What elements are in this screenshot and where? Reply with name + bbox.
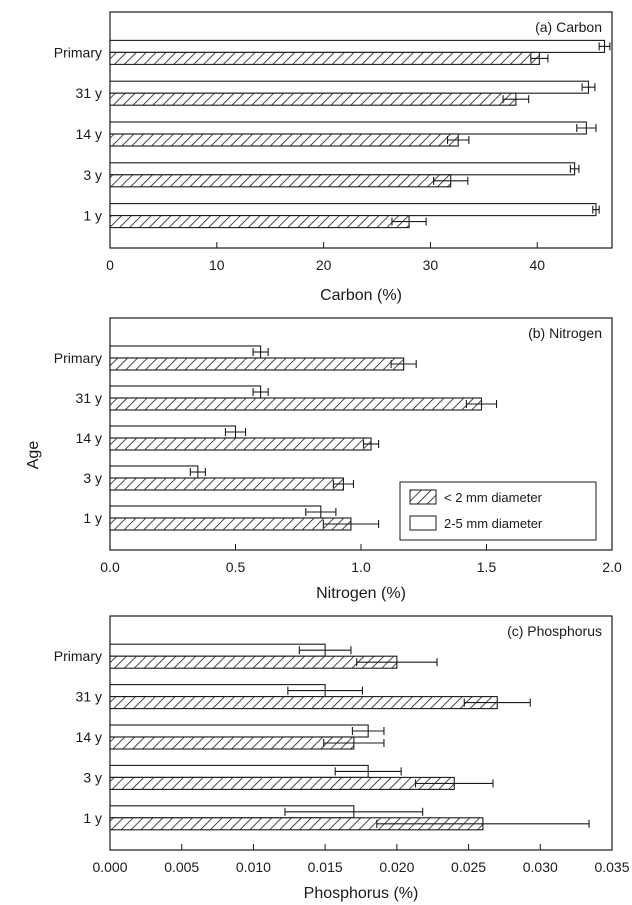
legend-swatch-open xyxy=(409,515,437,531)
bar-fine xyxy=(109,776,455,790)
x-tick-label: 0.5 xyxy=(226,559,246,575)
x-tick-label: 0.020 xyxy=(379,859,414,875)
category-label: Primary xyxy=(54,350,102,366)
bar-fine xyxy=(109,397,483,411)
x-tick-label: 20 xyxy=(316,257,332,273)
category-label: 14 y xyxy=(76,430,102,446)
bar-fine xyxy=(109,133,459,147)
x-axis-title: Phosphorus (%) xyxy=(304,885,419,902)
category-label: 3 y xyxy=(83,167,102,183)
x-tick-label: 0 xyxy=(106,257,114,273)
legend: < 2 mm diameter 2-5 mm diameter xyxy=(399,481,597,541)
category-label: 3 y xyxy=(83,769,102,785)
bar-coarse xyxy=(109,203,597,217)
panel-title: (b) Nitrogen xyxy=(528,325,602,341)
bar-fine xyxy=(109,92,517,106)
bar-fine xyxy=(109,215,410,229)
x-tick-label: 1.5 xyxy=(477,559,497,575)
x-tick-label: 10 xyxy=(209,257,225,273)
category-label: 1 y xyxy=(83,810,102,826)
category-label: 31 y xyxy=(76,85,102,101)
x-tick-label: 0.005 xyxy=(164,859,199,875)
x-tick-label: 30 xyxy=(423,257,439,273)
x-tick-label: 0.010 xyxy=(236,859,271,875)
x-tick-label: 0.0 xyxy=(100,559,120,575)
legend-label-open: 2-5 mm diameter xyxy=(444,516,543,531)
panel-1: 0 10 20 30 40 Carbon (%) (a) Carbon Primary 31 y… xyxy=(54,11,613,304)
bar-coarse xyxy=(109,724,369,738)
bar-coarse xyxy=(109,121,587,135)
bar-coarse xyxy=(109,162,576,176)
bar-coarse xyxy=(109,385,262,399)
category-label: Primary xyxy=(54,648,102,664)
x-axis-title: Carbon (%) xyxy=(320,287,402,304)
bar-fine xyxy=(109,736,355,750)
panel-title: (c) Phosphorus xyxy=(507,623,602,639)
category-label: 1 y xyxy=(83,510,102,526)
category-label: Primary xyxy=(54,44,102,60)
bar-coarse xyxy=(109,505,322,519)
category-label: 3 y xyxy=(83,470,102,486)
x-axis-title: Nitrogen (%) xyxy=(316,585,406,602)
bar-coarse xyxy=(109,80,590,94)
x-tick-label: 0.030 xyxy=(523,859,558,875)
x-tick-label: 0.025 xyxy=(451,859,486,875)
bar-fine xyxy=(109,174,452,188)
x-tick-label: 2.0 xyxy=(602,559,622,575)
legend-label-hatch: < 2 mm diameter xyxy=(444,490,543,505)
bar-coarse xyxy=(109,764,369,778)
bar-fine xyxy=(109,437,372,451)
bar-coarse xyxy=(109,643,326,657)
bar-fine xyxy=(109,477,344,491)
bar-coarse xyxy=(109,345,262,359)
panel-2: 0.0 0.5 1.0 1.5 2.0 Nitrogen (%) (b) Nitrogen P… xyxy=(54,317,622,602)
x-tick-label: 0.035 xyxy=(594,859,629,875)
panel-title: (a) Carbon xyxy=(535,19,602,35)
category-label: 1 y xyxy=(83,208,102,224)
category-label: 14 y xyxy=(76,729,102,745)
bar-fine xyxy=(109,517,352,531)
x-tick-label: 0.015 xyxy=(308,859,343,875)
legend-swatch-hatch xyxy=(409,489,437,505)
x-tick-label: 40 xyxy=(529,257,545,273)
bar-coarse xyxy=(109,39,606,53)
bar-fine xyxy=(109,655,398,669)
bar-fine xyxy=(109,51,540,65)
category-label: 31 y xyxy=(76,689,102,705)
bar-coarse xyxy=(109,465,199,479)
shared-age-label: Age xyxy=(25,441,42,470)
x-tick-label: 0.000 xyxy=(92,859,127,875)
category-label: 14 y xyxy=(76,126,102,142)
category-label: 31 y xyxy=(76,390,102,406)
panel-3: 0.000 0.005 0.010 0.015 0.020 0.025 0.030 0.035… xyxy=(54,615,630,902)
x-tick-label: 1.0 xyxy=(351,559,371,575)
bar-fine xyxy=(109,357,405,371)
bar-fine xyxy=(109,696,498,710)
bar-coarse xyxy=(109,425,237,439)
